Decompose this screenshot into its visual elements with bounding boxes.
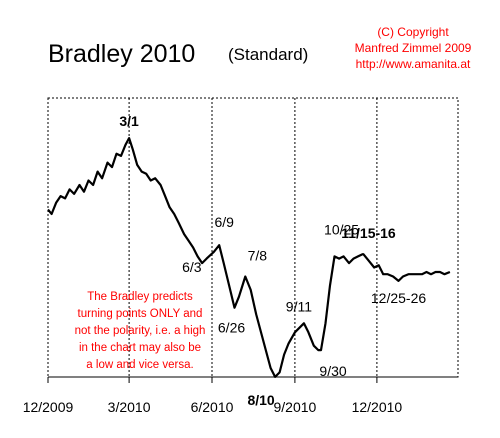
note-line-4: in the chart may also be	[79, 342, 201, 354]
tick-label-12/2009: 12/2009	[23, 399, 74, 415]
annotation-11-15-16: 11/15-16	[341, 225, 396, 241]
annotation-9-11: 9/11	[286, 298, 312, 314]
annotation-6-9: 6/9	[214, 214, 234, 230]
tick-label-3/2010: 3/2010	[108, 399, 151, 415]
grid-lines	[128, 98, 378, 377]
annotation-3-1: 3/1	[119, 113, 139, 129]
bradley-series-line	[47, 137, 451, 378]
x-axis-ticks: 12/2009 3/2010 6/2010 9/2010 12/2010	[23, 377, 403, 415]
note-line-3: not the polarity, i.e. a high	[75, 325, 206, 337]
tick-label-9/2010: 9/2010	[273, 399, 316, 415]
annotation-7-8: 7/8	[248, 247, 268, 263]
tick-label-12/2010: 12/2010	[352, 399, 403, 415]
annotation-6-3: 6/3	[182, 259, 202, 275]
annotation-9-30: 9/30	[319, 363, 346, 379]
turning-point-annotations: 3/1 6/9 6/3 7/8 6/26 8/10 9/11 9/30 10/2511/15-1…	[119, 113, 426, 408]
annotation-12-25-26: 12/25-26	[371, 290, 426, 306]
copyright-line-2: Manfred Zimmel 2009	[355, 41, 472, 55]
chart-title: Bradley 2010	[48, 40, 195, 68]
chart-subtitle: (Standard)	[228, 45, 308, 64]
copyright-line-3: http://www.amanita.at	[356, 57, 471, 71]
tick-label-6/2010: 6/2010	[191, 399, 234, 415]
note-line-2: turning points ONLY and	[78, 308, 203, 320]
annotation-10-25: 10/25	[324, 221, 359, 237]
note-line-1: The Bradley predicts	[87, 291, 193, 303]
note-line-5: a low and vice versa.	[86, 359, 193, 371]
copyright-line-1: (C) Copyright	[377, 25, 449, 39]
annotation-8-10: 8/10	[247, 392, 274, 408]
annotation-6-26: 6/26	[218, 320, 245, 336]
